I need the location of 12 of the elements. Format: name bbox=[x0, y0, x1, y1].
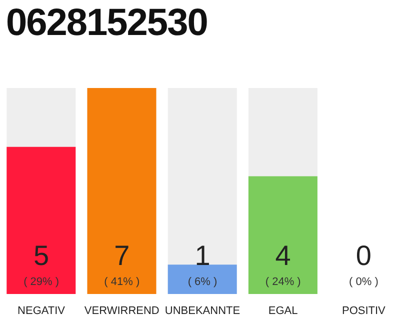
x-tick-label: UNBEKANNTE bbox=[164, 305, 240, 317]
data-label: 5 ( 29% ) bbox=[24, 240, 60, 288]
x-tick-label: EGAL bbox=[268, 305, 298, 317]
data-label: 1 ( 6% ) bbox=[188, 240, 218, 288]
data-label: 4 ( 24% ) bbox=[265, 240, 301, 288]
bar bbox=[168, 264, 237, 294]
data-label: 0 ( 0% ) bbox=[349, 240, 378, 288]
x-tick-label: VERWIRREND bbox=[84, 305, 160, 317]
x-tick-label: POSITIV bbox=[342, 305, 386, 317]
chart-title: 0628152530 bbox=[6, 1, 208, 46]
x-tick-label: NEGATIV bbox=[18, 305, 66, 317]
data-label: 7 ( 41% ) bbox=[104, 240, 140, 288]
